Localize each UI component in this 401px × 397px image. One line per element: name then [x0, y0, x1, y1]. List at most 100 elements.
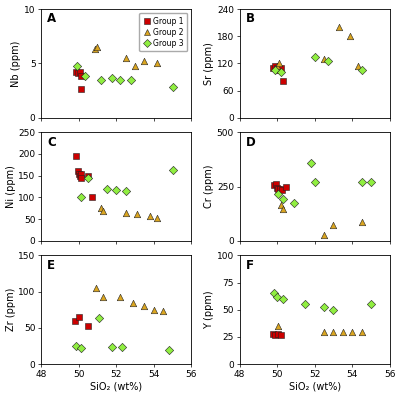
Point — [73, 69, 79, 75]
Point — [277, 331, 284, 338]
Point — [78, 73, 85, 79]
Point — [277, 202, 284, 208]
Point — [368, 179, 374, 185]
Point — [308, 160, 314, 166]
Point — [279, 195, 286, 202]
Text: C: C — [47, 135, 56, 148]
Point — [85, 322, 91, 329]
Point — [275, 331, 281, 337]
Point — [358, 328, 365, 335]
Point — [340, 328, 346, 335]
Point — [141, 58, 148, 64]
Point — [122, 210, 129, 216]
Point — [312, 54, 318, 60]
Point — [272, 67, 278, 73]
Text: A: A — [47, 12, 56, 25]
Point — [160, 308, 166, 314]
Point — [274, 62, 280, 69]
Point — [277, 69, 284, 75]
Point — [147, 212, 153, 219]
Point — [275, 185, 281, 192]
Y-axis label: Sr (ppm): Sr (ppm) — [204, 42, 214, 85]
Point — [271, 182, 277, 189]
Legend: Group 1, Group 2, Group 3: Group 1, Group 2, Group 3 — [139, 13, 187, 51]
Point — [368, 301, 374, 308]
Point — [274, 185, 280, 191]
Point — [74, 62, 80, 69]
Point — [75, 70, 81, 76]
Point — [358, 219, 365, 225]
Point — [109, 344, 115, 351]
Point — [272, 62, 278, 69]
Point — [141, 303, 148, 309]
Point — [277, 185, 283, 192]
Point — [358, 67, 365, 73]
Point — [77, 86, 84, 93]
Text: D: D — [245, 135, 255, 148]
Point — [92, 285, 99, 291]
Point — [274, 293, 280, 300]
Point — [321, 231, 327, 238]
Point — [73, 153, 79, 159]
Point — [330, 222, 336, 228]
Point — [347, 33, 354, 39]
Point — [321, 303, 327, 310]
Point — [117, 294, 123, 301]
Point — [277, 65, 284, 71]
Point — [312, 179, 318, 185]
Point — [75, 170, 82, 177]
Point — [354, 62, 361, 69]
Y-axis label: Nb (ppm): Nb (ppm) — [11, 40, 21, 87]
Point — [302, 301, 308, 308]
Point — [132, 62, 138, 69]
Point — [109, 74, 115, 81]
X-axis label: SiO₂ (wt%): SiO₂ (wt%) — [289, 382, 341, 391]
Text: B: B — [245, 12, 255, 25]
Point — [272, 331, 278, 338]
Point — [82, 73, 89, 79]
Point — [150, 306, 157, 313]
Point — [85, 173, 91, 179]
Point — [279, 78, 286, 85]
Point — [330, 328, 336, 335]
Text: F: F — [245, 259, 253, 272]
Y-axis label: Cr (ppm): Cr (ppm) — [204, 165, 214, 208]
Point — [103, 185, 110, 192]
Point — [279, 206, 286, 212]
Point — [275, 191, 281, 197]
Point — [75, 168, 81, 175]
X-axis label: SiO₂ (wt%): SiO₂ (wt%) — [90, 382, 142, 391]
Point — [77, 194, 84, 200]
Point — [122, 188, 129, 194]
Point — [274, 65, 280, 71]
Text: E: E — [47, 259, 55, 272]
Point — [154, 215, 161, 222]
Point — [130, 299, 136, 306]
Point — [169, 167, 176, 173]
Point — [321, 56, 327, 62]
Point — [100, 294, 106, 301]
Point — [91, 46, 98, 52]
Point — [279, 187, 285, 193]
Point — [93, 44, 100, 50]
Point — [276, 60, 282, 67]
Point — [330, 306, 336, 313]
Point — [117, 77, 123, 83]
Point — [78, 175, 85, 181]
Y-axis label: Ni (ppm): Ni (ppm) — [6, 165, 16, 208]
Point — [77, 69, 83, 75]
Point — [75, 314, 82, 320]
Point — [276, 67, 282, 73]
Point — [336, 24, 342, 30]
Y-axis label: Zr (ppm): Zr (ppm) — [6, 288, 16, 331]
Point — [321, 328, 327, 335]
Point — [85, 175, 91, 181]
Point — [349, 328, 355, 335]
Point — [324, 58, 331, 64]
Point — [77, 173, 83, 179]
Y-axis label: Y (ppm): Y (ppm) — [204, 291, 214, 329]
Point — [283, 183, 290, 190]
Point — [72, 318, 78, 324]
Point — [113, 187, 119, 193]
Point — [98, 205, 104, 212]
